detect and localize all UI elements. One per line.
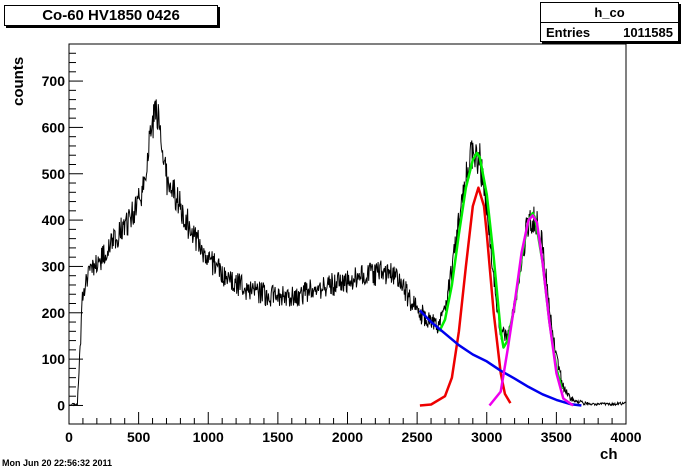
y-axis-label: counts bbox=[10, 56, 27, 106]
histogram-series bbox=[68, 99, 627, 407]
histogram-title: Co-60 HV1850 0426 bbox=[4, 5, 218, 26]
fit-curve bbox=[488, 214, 574, 407]
x-tick-label: 3000 bbox=[471, 429, 502, 445]
y-tick-label: 100 bbox=[42, 351, 66, 367]
stats-entries-value: 1011585 bbox=[623, 25, 673, 40]
y-axis: 0 100 200 300 400 500 600 700 bbox=[42, 52, 83, 413]
x-axis: 0 500 1000 1500 2000 2500 3000 3500 4000 bbox=[65, 412, 642, 445]
y-tick-label: 0 bbox=[57, 397, 65, 413]
stats-entries-row: Entries 1011585 bbox=[541, 23, 678, 42]
stats-entries-label: Entries bbox=[546, 25, 591, 40]
x-tick-label: 500 bbox=[127, 429, 151, 445]
x-tick-label: 1000 bbox=[193, 429, 224, 445]
y-tick-label: 500 bbox=[42, 166, 66, 182]
fit-curve bbox=[419, 186, 512, 407]
y-tick-label: 600 bbox=[42, 119, 66, 135]
fit-curve bbox=[419, 309, 582, 407]
x-axis-label: ch bbox=[600, 446, 618, 463]
stats-histogram-name: h_co bbox=[541, 3, 678, 23]
y-tick-label: 700 bbox=[42, 73, 66, 89]
x-tick-label: 1500 bbox=[262, 429, 293, 445]
x-tick-label: 3500 bbox=[541, 429, 572, 445]
x-tick-label: 0 bbox=[65, 429, 73, 445]
series-group bbox=[68, 99, 627, 407]
y-tick-label: 400 bbox=[42, 212, 66, 228]
timestamp-footer: Mon Jun 20 22:56:32 2011 bbox=[2, 458, 113, 468]
y-tick-label: 300 bbox=[42, 258, 66, 274]
x-tick-label: 4000 bbox=[610, 429, 641, 445]
y-tick-label: 200 bbox=[42, 305, 66, 321]
x-tick-label: 2500 bbox=[402, 429, 433, 445]
stats-box: h_co Entries 1011585 bbox=[540, 2, 679, 42]
x-tick-label: 2000 bbox=[332, 429, 363, 445]
